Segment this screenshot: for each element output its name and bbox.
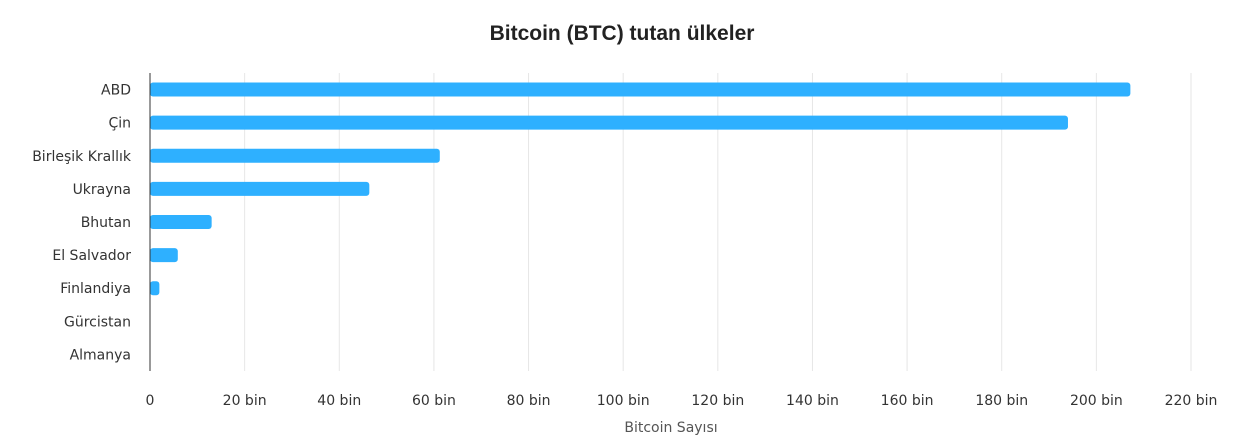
x-tick-label: 40 bin [317,393,361,409]
bar[interactable] [150,82,1131,97]
category-label: Çin [108,116,131,132]
bar[interactable] [150,281,160,296]
category-label: Finlandiya [60,281,131,297]
category-label: ABD [101,83,131,99]
category-label: Bhutan [81,215,131,231]
category-label: Ukrayna [73,182,131,198]
bar[interactable] [150,181,370,196]
bars [150,82,1131,296]
bar[interactable] [150,148,440,163]
x-tick-label: 60 bin [412,393,456,409]
bar[interactable] [150,248,178,263]
x-tick-labels: 0 20 bin 40 bin 60 bin 80 bin 100 bin 120 bin 1… [146,393,1218,409]
bar[interactable] [150,215,212,229]
category-labels: ABD Çin Birleşik Krallık Ukrayna Bhutan El Sa… [32,83,132,364]
x-tick-label: 160 bin [881,393,934,409]
category-label: Birleşik Krallık [32,149,132,165]
category-label: Gürcistan [64,314,131,330]
category-label: Almanya [70,347,131,363]
x-tick-label: 180 bin [975,393,1028,409]
x-tick-label: 0 [146,393,155,409]
x-tick-label: 140 bin [786,393,839,409]
x-tick-label: 200 bin [1070,393,1123,409]
x-tick-label: 120 bin [691,393,744,409]
x-axis-title: Bitcoin Sayısı [624,420,717,436]
x-tick-label: 100 bin [597,393,650,409]
category-label: El Salvador [52,248,131,264]
chart-title: Bitcoin (BTC) tutan ülkeler [490,22,755,45]
x-tick-label: 220 bin [1165,393,1218,409]
x-tick-label: 20 bin [223,393,267,409]
bar[interactable] [150,115,1068,130]
x-tick-label: 80 bin [507,393,551,409]
